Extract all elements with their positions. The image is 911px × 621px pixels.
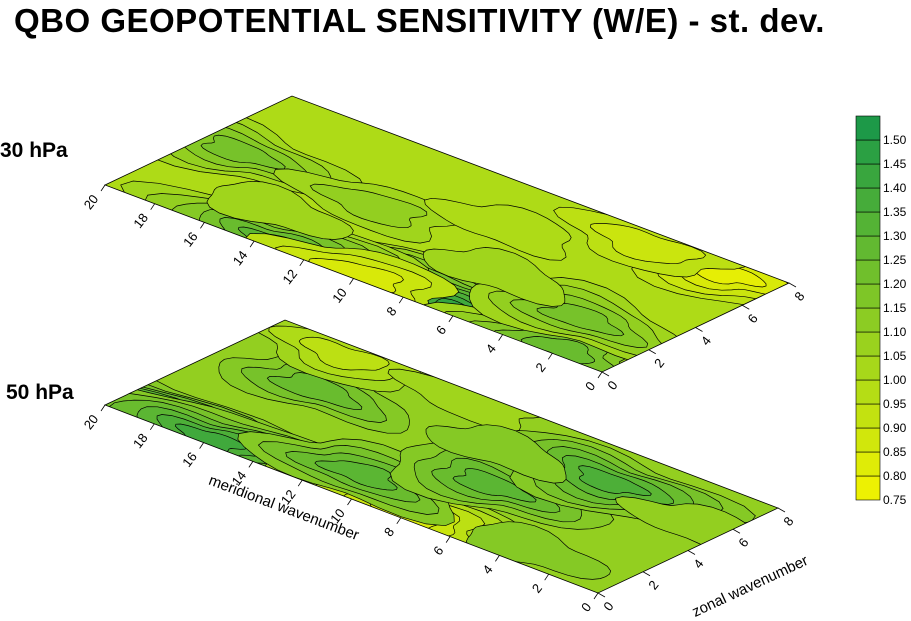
- meridional-tick-label: 2: [532, 360, 548, 375]
- legend-swatch: [855, 331, 881, 357]
- zonal-tick-label: 6: [735, 535, 751, 550]
- level-label-30hpa: 30 hPa: [0, 139, 68, 162]
- meridional-tick-label: 18: [130, 210, 151, 231]
- contour-band: [452, 467, 537, 503]
- meridional-tick-label: 0: [582, 379, 598, 394]
- contour-band: [206, 180, 354, 240]
- legend-swatch: [855, 451, 881, 477]
- panel-outline: [103, 95, 791, 373]
- legend-swatch: [855, 403, 881, 429]
- zonal-tick-label: 8: [791, 289, 807, 304]
- zonal-tick-label: 8: [780, 514, 796, 529]
- legend-label: 0.90: [883, 421, 907, 435]
- legend-label: 1.35: [883, 205, 907, 219]
- legend-swatch: [855, 235, 881, 261]
- legend-swatch: [855, 427, 881, 453]
- contour-band: [298, 336, 390, 371]
- legend-label: 1.50: [883, 133, 907, 147]
- legend-swatch: [855, 355, 881, 381]
- contour-band: [422, 247, 566, 307]
- legend-label: 1.20: [883, 277, 907, 291]
- meridional-tick-label: 20: [81, 192, 102, 213]
- legend-label: 0.80: [883, 469, 907, 483]
- meridional-tick-label: 14: [230, 248, 251, 269]
- meridional-tick-label: 2: [529, 581, 545, 596]
- legend-swatch: [855, 163, 881, 189]
- legend-swatch: [855, 115, 881, 141]
- contour-band: [536, 303, 625, 337]
- contour-band: [424, 197, 572, 261]
- legend-swatch: [855, 139, 881, 165]
- legend-label: 1.05: [883, 349, 907, 363]
- legend-label: 1.25: [883, 253, 907, 267]
- meridional-tick-label: 20: [81, 412, 102, 433]
- legend-swatch: [855, 307, 881, 333]
- legend-label: 1.10: [883, 325, 907, 339]
- panel-outline: [103, 319, 780, 594]
- meridional-tick-label: 16: [180, 229, 201, 250]
- zonal-tick-label: 6: [745, 311, 761, 326]
- chart-title: QBO GEOPOTENTIAL SENSITIVITY (W/E) - st.…: [14, 2, 825, 39]
- meridional-tick-label: 4: [479, 562, 495, 577]
- legend-swatch: [855, 283, 881, 309]
- zonal-tick-label: 0: [600, 599, 616, 614]
- zonal-tick-label: 2: [651, 356, 667, 371]
- legend-label: 1.15: [883, 301, 907, 315]
- color-legend: 0.75 0.80 0.85 0.90 0.95 1.00 1.05 1.10 1.15 1.20…: [855, 115, 907, 507]
- legend-swatch: [855, 187, 881, 213]
- legend-label: 1.45: [883, 157, 907, 171]
- contour-band: [309, 183, 428, 229]
- meridional-tick-label: 6: [433, 323, 449, 338]
- legend-label: 1.30: [883, 229, 907, 243]
- legend-label: 0.95: [883, 397, 907, 411]
- legend-label: 1.40: [883, 181, 907, 195]
- meridional-tick-label: 12: [279, 266, 300, 287]
- meridional-tick-label: 8: [381, 524, 397, 539]
- meridional-tick-label: 0: [578, 600, 594, 615]
- meridional-tick-label: 18: [130, 430, 151, 451]
- legend-label: 1.00: [883, 373, 907, 387]
- meridional-tick-label: 10: [329, 285, 350, 306]
- contour-band: [590, 222, 707, 265]
- meridional-tick-label: 16: [179, 449, 200, 470]
- zonal-axis-title: zonal wavenumber: [689, 552, 810, 621]
- meridional-tick-label: 8: [383, 304, 399, 319]
- legend-label: 0.75: [883, 493, 907, 507]
- zonal-tick-label: 4: [690, 556, 706, 571]
- meridional-tick-label: 4: [483, 341, 499, 356]
- panel-30hpa: 0 2 4 6 8 10 12 14 16 18 20 0 2 4 6 8: [81, 95, 808, 394]
- legend-swatch: [855, 475, 881, 501]
- legend-swatch: [855, 379, 881, 405]
- zonal-tick-label: 0: [604, 378, 620, 393]
- legend-swatch: [855, 259, 881, 285]
- zonal-tick-label: 2: [645, 578, 661, 593]
- contour-band: [578, 465, 652, 496]
- zonal-tick-label: 4: [698, 333, 714, 348]
- contour-band: [425, 424, 567, 484]
- meridional-tick-label: 6: [430, 543, 446, 558]
- level-label-50hpa: 50 hPa: [6, 381, 74, 404]
- legend-swatch: [855, 211, 881, 237]
- contour-band: [314, 460, 398, 491]
- legend-label: 0.85: [883, 445, 907, 459]
